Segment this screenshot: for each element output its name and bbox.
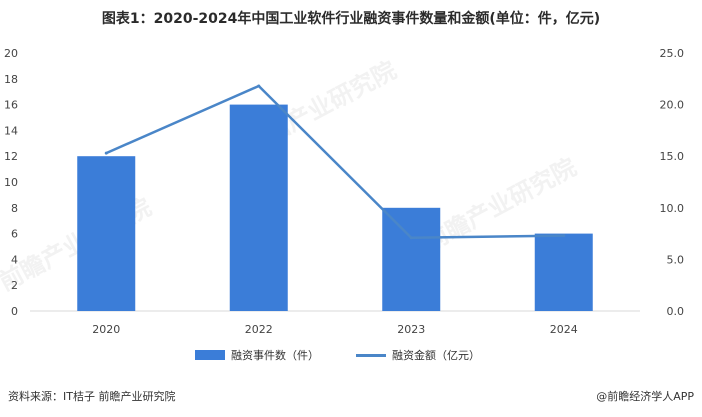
left-axis-tick-label: 6 [11,228,18,241]
left-axis-tick-label: 8 [11,202,18,215]
left-axis-tick-label: 18 [4,73,18,86]
line-point-2024 [562,234,566,238]
legend-swatch-line [356,353,386,357]
bar-2020 [77,156,136,311]
left-axis-tick-label: 2 [11,279,18,292]
bar-2023 [382,207,441,311]
legend-item-count: 融资事件数（件） [195,347,319,363]
brand-credit: @前瞻经济学人APP [596,390,694,403]
left-axis-tick-label: 16 [4,99,18,112]
chart-title: 图表1：2020-2024年中国工业软件行业融资事件数量和金额(单位：件，亿元) [101,11,601,27]
line-point-2022 [257,84,261,88]
left-axis-tick-label: 12 [4,150,18,163]
left-axis-tick-label: 4 [11,253,18,266]
right-axis-tick-label: 20.0 [660,99,685,112]
bar-2024 [534,233,593,311]
left-axis-tick-label: 20 [4,47,18,60]
right-axis-tick-label: 25.0 [660,47,685,60]
left-axis-tick-label: 0 [11,305,18,318]
left-axis-tick-label: 10 [4,176,18,189]
x-tick-label: 2022 [245,323,273,336]
legend-swatch-bar [195,350,225,360]
right-axis-tick-label: 15.0 [660,150,685,163]
x-tick-label: 2020 [92,323,120,336]
line-point-2020 [104,151,108,155]
source-note: 资料来源：IT桔子 前瞻产业研究院 [8,390,176,403]
legend-item-amount: 融资金额（亿元） [356,347,480,363]
legend-label-count: 融资事件数（件） [231,349,319,362]
bar-2022 [229,104,288,311]
left-axis-tick-label: 14 [4,124,18,137]
x-tick-label: 2023 [397,323,425,336]
chart-legend: 融资事件数（件） 融资金额（亿元） [0,347,702,365]
x-tick-label: 2024 [550,323,578,336]
line-point-2023 [409,236,413,240]
line-series-amount [105,84,564,239]
legend-label-amount: 融资金额（亿元） [392,349,480,362]
right-axis-tick-label: 10.0 [660,202,685,215]
right-axis-tick-label: 5.0 [667,253,685,266]
right-axis-tick-label: 0.0 [667,305,685,318]
